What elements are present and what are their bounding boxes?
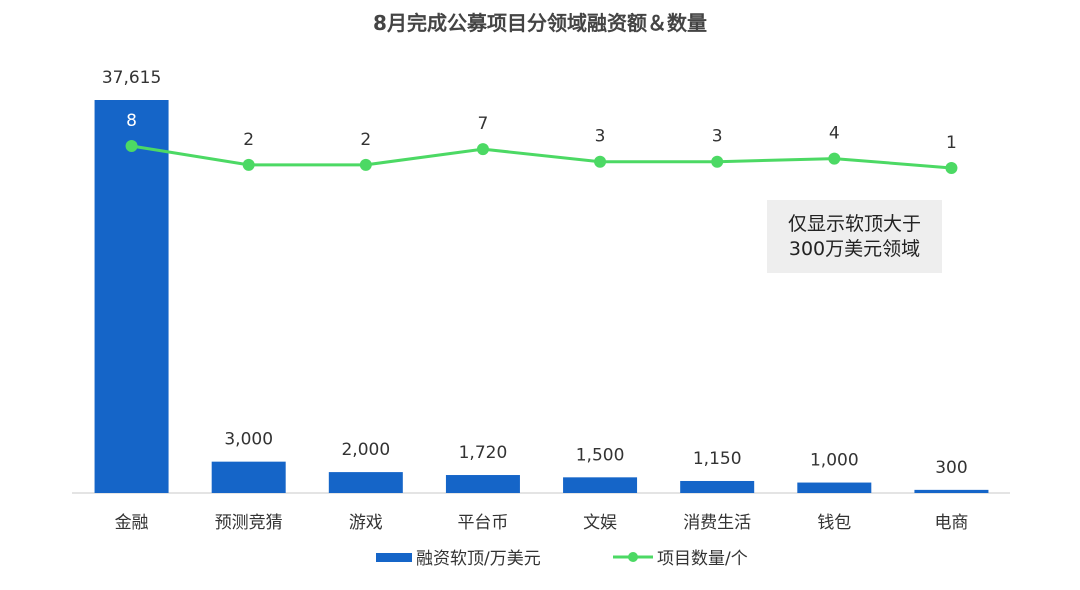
bar-value-label: 1,000 [810, 451, 859, 471]
bar [563, 477, 638, 493]
bar [797, 482, 872, 493]
bar-value-label: 1,720 [459, 443, 508, 463]
annotation-line-1: 仅显示软顶大于 [787, 212, 921, 235]
count-value-label: 3 [712, 127, 723, 147]
count-value-label: 2 [360, 130, 371, 150]
count-value-label: 4 [829, 124, 840, 144]
category-label: 消费生活 [683, 513, 751, 533]
legend-line-marker [628, 552, 638, 562]
bar [94, 100, 169, 493]
count-point [828, 152, 841, 165]
legend-line-label: 项目数量/个 [657, 549, 748, 569]
bar-value-label: 37,615 [102, 68, 161, 88]
category-label: 文娱 [583, 513, 617, 533]
chart-title: 8月完成公募项目分领域融资额＆数量 [373, 11, 707, 35]
legend-bar-label: 融资软顶/万美元 [416, 549, 541, 569]
line-layer [125, 140, 958, 174]
count-value-label: 3 [595, 127, 606, 147]
count-value-label: 8 [126, 111, 137, 131]
category-label: 预测竞猜 [215, 513, 283, 533]
count-value-label: 1 [946, 133, 957, 153]
count-point [242, 158, 255, 171]
bar-value-label: 2,000 [341, 440, 390, 460]
bar [680, 480, 755, 493]
bar [445, 475, 520, 493]
bar-value-label: 1,500 [576, 445, 625, 465]
count-line [131, 144, 952, 170]
bar-value-label: 3,000 [224, 430, 273, 450]
bar [914, 489, 989, 493]
legend-bar-swatch [376, 553, 412, 562]
count-point [359, 158, 372, 171]
labels-layer: 37,615 金融 3,000 预测竞猜 2,000 游戏 1,720 平台币 1,500 文娱 1… [102, 68, 969, 533]
category-label: 钱包 [817, 513, 851, 533]
bar-value-label: 300 [935, 458, 967, 478]
count-point [125, 140, 138, 152]
annotation-box: 仅显示软顶大于 300万美元领域 [767, 200, 942, 273]
category-label: 电商 [934, 513, 968, 533]
category-label: 游戏 [349, 513, 383, 533]
bar-value-label: 1,150 [693, 449, 742, 469]
category-label: 金融 [115, 513, 149, 533]
bar [211, 461, 286, 493]
count-value-label: 7 [478, 114, 489, 134]
count-value-label: 2 [243, 130, 254, 150]
count-point [711, 155, 724, 168]
count-point [945, 162, 958, 174]
category-label: 平台币 [457, 513, 508, 533]
bar [328, 472, 403, 493]
annotation-line-2: 300万美元领域 [788, 237, 921, 260]
legend: 融资软顶/万美元 项目数量/个 [376, 549, 748, 569]
count-point [476, 143, 489, 156]
count-point [594, 155, 607, 168]
bars-layer [94, 100, 989, 493]
